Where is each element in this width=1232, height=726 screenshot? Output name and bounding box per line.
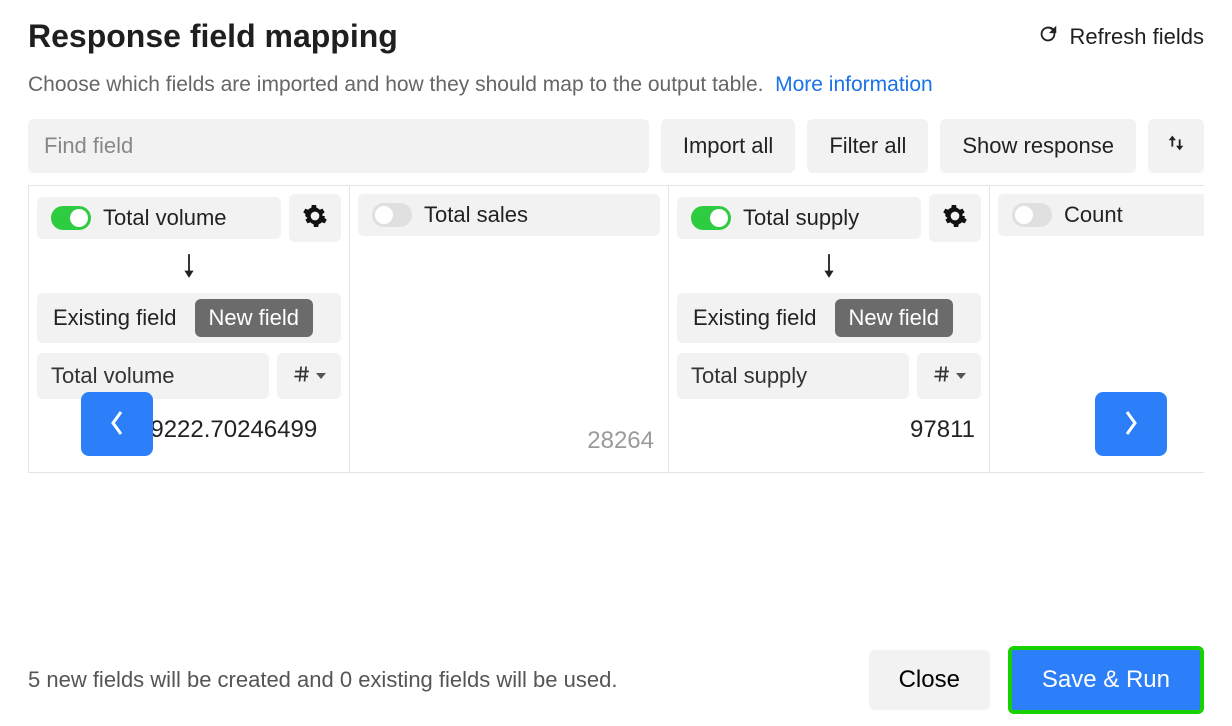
field-label: Count bbox=[1064, 202, 1123, 228]
import-all-button[interactable]: Import all bbox=[661, 119, 795, 173]
field-header-chip: Total sales bbox=[358, 194, 660, 236]
caret-down-icon bbox=[956, 373, 966, 379]
preview-value: 97811 bbox=[677, 399, 981, 461]
field-header-chip: Count bbox=[998, 194, 1204, 236]
field-column: Total volume Existing field New field To… bbox=[28, 186, 350, 472]
mapping-name[interactable]: Total supply bbox=[677, 353, 909, 399]
hash-icon bbox=[932, 364, 952, 389]
gear-icon bbox=[302, 203, 328, 234]
field-toggle[interactable] bbox=[372, 203, 412, 227]
field-label: Total sales bbox=[424, 202, 528, 228]
refresh-label: Refresh fields bbox=[1069, 24, 1204, 50]
tab-new-field[interactable]: New field bbox=[835, 299, 953, 337]
filter-all-button[interactable]: Filter all bbox=[807, 119, 928, 173]
mapping-tabs: Existing field New field bbox=[677, 293, 981, 343]
subtitle: Choose which fields are imported and how… bbox=[28, 73, 1204, 97]
field-settings-button[interactable] bbox=[929, 194, 981, 242]
mapping-tabs: Existing field New field bbox=[37, 293, 341, 343]
field-header-chip: Total supply bbox=[677, 197, 921, 239]
mapping-name[interactable]: Total volume bbox=[37, 353, 269, 399]
mapping-type-selector[interactable] bbox=[277, 353, 341, 399]
arrow-down-icon bbox=[37, 252, 341, 285]
save-and-run-button[interactable]: Save & Run bbox=[1008, 646, 1204, 714]
tab-existing-field[interactable]: Existing field bbox=[45, 299, 185, 337]
arrow-down-icon bbox=[677, 252, 981, 285]
sort-direction-button[interactable] bbox=[1148, 119, 1204, 173]
show-response-button[interactable]: Show response bbox=[940, 119, 1136, 173]
field-column: Total supply Existing field New field To… bbox=[668, 186, 990, 472]
tab-existing-field[interactable]: Existing field bbox=[685, 299, 825, 337]
refresh-fields-button[interactable]: Refresh fields bbox=[1037, 23, 1204, 51]
more-information-link[interactable]: More information bbox=[775, 73, 933, 96]
hash-icon bbox=[292, 364, 312, 389]
value-text: 49222.70246499 bbox=[137, 416, 317, 444]
caret-down-icon bbox=[316, 373, 326, 379]
close-button[interactable]: Close bbox=[869, 650, 990, 710]
value-text: 97811 bbox=[910, 416, 975, 444]
field-settings-button[interactable] bbox=[289, 194, 341, 242]
footer-summary: 5 new fields will be created and 0 exist… bbox=[28, 667, 617, 693]
value-text: 28264 bbox=[587, 427, 654, 455]
gear-icon bbox=[942, 203, 968, 234]
field-column: Total sales 28264 bbox=[349, 186, 669, 472]
preview-value: 28264 bbox=[358, 410, 660, 472]
scroll-right-button[interactable] bbox=[1095, 392, 1167, 456]
field-toggle[interactable] bbox=[691, 206, 731, 230]
field-toggle[interactable] bbox=[1012, 203, 1052, 227]
mapping-type-selector[interactable] bbox=[917, 353, 981, 399]
find-field-input[interactable] bbox=[28, 119, 649, 173]
sort-icon bbox=[1165, 132, 1187, 160]
field-header-chip: Total volume bbox=[37, 197, 281, 239]
field-label: Total volume bbox=[103, 205, 227, 231]
refresh-icon bbox=[1037, 23, 1059, 51]
page-title: Response field mapping bbox=[28, 18, 398, 55]
field-toggle[interactable] bbox=[51, 206, 91, 230]
chevron-right-icon bbox=[1122, 409, 1140, 440]
tab-new-field[interactable]: New field bbox=[195, 299, 313, 337]
columns-container: Total volume Existing field New field To… bbox=[28, 185, 1204, 473]
subtitle-text: Choose which fields are imported and how… bbox=[28, 73, 763, 96]
field-label: Total supply bbox=[743, 205, 859, 231]
scroll-left-button[interactable] bbox=[81, 392, 153, 456]
chevron-left-icon bbox=[108, 409, 126, 440]
